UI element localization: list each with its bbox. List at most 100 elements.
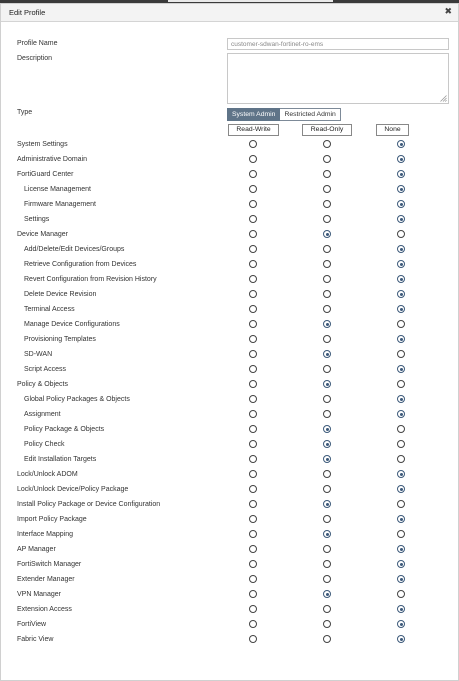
radio-read-only[interactable] bbox=[323, 200, 331, 208]
radio-read-only[interactable] bbox=[323, 575, 331, 583]
radio-none[interactable] bbox=[397, 380, 405, 388]
radio-read-write[interactable] bbox=[249, 290, 257, 298]
radio-read-write[interactable] bbox=[249, 440, 257, 448]
radio-none[interactable] bbox=[397, 515, 405, 523]
radio-read-only[interactable] bbox=[323, 560, 331, 568]
radio-none[interactable] bbox=[397, 410, 405, 418]
close-icon[interactable]: ✖ bbox=[444, 7, 452, 17]
radio-read-only[interactable] bbox=[323, 605, 331, 613]
radio-read-write[interactable] bbox=[249, 200, 257, 208]
radio-none[interactable] bbox=[397, 635, 405, 643]
type-system-admin-button[interactable]: System Admin bbox=[227, 108, 281, 121]
radio-none[interactable] bbox=[397, 350, 405, 358]
description-textarea[interactable] bbox=[227, 53, 449, 104]
column-none-button[interactable]: None bbox=[376, 124, 409, 136]
radio-read-only[interactable] bbox=[323, 170, 331, 178]
radio-read-write[interactable] bbox=[249, 470, 257, 478]
radio-read-only[interactable] bbox=[323, 395, 331, 403]
radio-none[interactable] bbox=[397, 305, 405, 313]
radio-read-write[interactable] bbox=[249, 140, 257, 148]
radio-none[interactable] bbox=[397, 425, 405, 433]
radio-none[interactable] bbox=[397, 620, 405, 628]
radio-none[interactable] bbox=[397, 245, 405, 253]
radio-read-only[interactable] bbox=[323, 455, 331, 463]
column-read-write-button[interactable]: Read-Write bbox=[228, 124, 279, 136]
radio-read-only[interactable] bbox=[323, 260, 331, 268]
radio-read-write[interactable] bbox=[249, 215, 257, 223]
radio-read-write[interactable] bbox=[249, 275, 257, 283]
radio-read-only[interactable] bbox=[323, 185, 331, 193]
radio-none[interactable] bbox=[397, 530, 405, 538]
radio-none[interactable] bbox=[397, 290, 405, 298]
radio-read-write[interactable] bbox=[249, 260, 257, 268]
radio-none[interactable] bbox=[397, 470, 405, 478]
type-restricted-admin-button[interactable]: Restricted Admin bbox=[280, 108, 341, 121]
radio-read-only[interactable] bbox=[323, 275, 331, 283]
radio-read-write[interactable] bbox=[249, 305, 257, 313]
radio-read-only[interactable] bbox=[323, 530, 331, 538]
radio-none[interactable] bbox=[397, 260, 405, 268]
radio-none[interactable] bbox=[397, 185, 405, 193]
radio-none[interactable] bbox=[397, 200, 405, 208]
radio-read-write[interactable] bbox=[249, 455, 257, 463]
radio-read-only[interactable] bbox=[323, 350, 331, 358]
radio-read-write[interactable] bbox=[249, 230, 257, 238]
radio-none[interactable] bbox=[397, 320, 405, 328]
radio-read-only[interactable] bbox=[323, 245, 331, 253]
radio-none[interactable] bbox=[397, 395, 405, 403]
radio-read-only[interactable] bbox=[323, 365, 331, 373]
radio-read-only[interactable] bbox=[323, 230, 331, 238]
radio-read-only[interactable] bbox=[323, 320, 331, 328]
radio-none[interactable] bbox=[397, 455, 405, 463]
radio-read-write[interactable] bbox=[249, 380, 257, 388]
radio-none[interactable] bbox=[397, 560, 405, 568]
radio-read-write[interactable] bbox=[249, 635, 257, 643]
radio-none[interactable] bbox=[397, 365, 405, 373]
radio-read-only[interactable] bbox=[323, 470, 331, 478]
radio-none[interactable] bbox=[397, 230, 405, 238]
radio-read-only[interactable] bbox=[323, 425, 331, 433]
radio-none[interactable] bbox=[397, 170, 405, 178]
radio-none[interactable] bbox=[397, 335, 405, 343]
radio-read-write[interactable] bbox=[249, 575, 257, 583]
radio-read-write[interactable] bbox=[249, 365, 257, 373]
radio-none[interactable] bbox=[397, 140, 405, 148]
radio-read-write[interactable] bbox=[249, 530, 257, 538]
radio-read-write[interactable] bbox=[249, 590, 257, 598]
radio-none[interactable] bbox=[397, 485, 405, 493]
radio-read-only[interactable] bbox=[323, 335, 331, 343]
radio-read-only[interactable] bbox=[323, 440, 331, 448]
radio-read-write[interactable] bbox=[249, 335, 257, 343]
radio-none[interactable] bbox=[397, 215, 405, 223]
resize-grip-icon[interactable] bbox=[440, 95, 447, 102]
radio-read-only[interactable] bbox=[323, 215, 331, 223]
radio-read-only[interactable] bbox=[323, 485, 331, 493]
radio-read-only[interactable] bbox=[323, 590, 331, 598]
radio-read-only[interactable] bbox=[323, 545, 331, 553]
radio-read-write[interactable] bbox=[249, 500, 257, 508]
radio-read-write[interactable] bbox=[249, 410, 257, 418]
radio-read-write[interactable] bbox=[249, 155, 257, 163]
radio-read-write[interactable] bbox=[249, 425, 257, 433]
radio-read-only[interactable] bbox=[323, 620, 331, 628]
radio-none[interactable] bbox=[397, 155, 405, 163]
radio-none[interactable] bbox=[397, 500, 405, 508]
radio-read-write[interactable] bbox=[249, 605, 257, 613]
radio-read-only[interactable] bbox=[323, 410, 331, 418]
radio-read-write[interactable] bbox=[249, 545, 257, 553]
radio-none[interactable] bbox=[397, 545, 405, 553]
radio-read-only[interactable] bbox=[323, 140, 331, 148]
radio-read-write[interactable] bbox=[249, 350, 257, 358]
column-read-only-button[interactable]: Read-Only bbox=[302, 124, 352, 136]
radio-none[interactable] bbox=[397, 605, 405, 613]
radio-read-write[interactable] bbox=[249, 245, 257, 253]
radio-read-write[interactable] bbox=[249, 620, 257, 628]
radio-read-only[interactable] bbox=[323, 155, 331, 163]
radio-read-write[interactable] bbox=[249, 560, 257, 568]
radio-read-only[interactable] bbox=[323, 635, 331, 643]
radio-read-write[interactable] bbox=[249, 185, 257, 193]
radio-none[interactable] bbox=[397, 275, 405, 283]
radio-none[interactable] bbox=[397, 440, 405, 448]
radio-read-write[interactable] bbox=[249, 515, 257, 523]
radio-none[interactable] bbox=[397, 590, 405, 598]
